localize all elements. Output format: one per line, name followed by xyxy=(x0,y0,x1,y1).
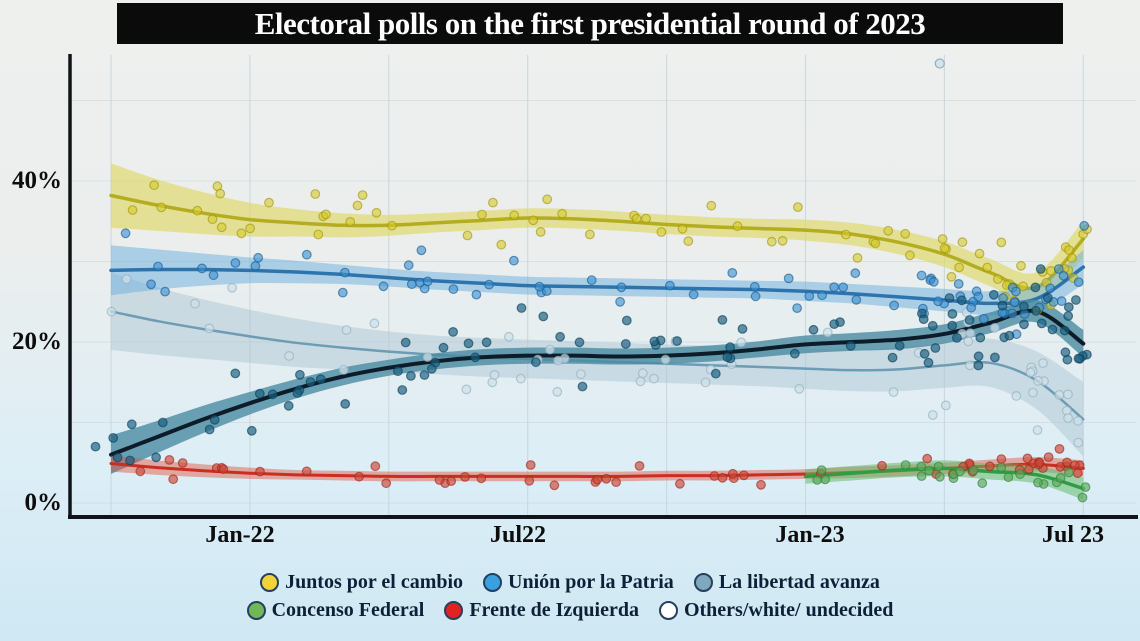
frente-color-swatch-icon xyxy=(444,600,464,620)
series-concenso xyxy=(803,460,1086,500)
scatter-others xyxy=(106,274,1084,448)
legend-item-frente: Frente de Izquierda xyxy=(444,599,639,622)
title-bar: Electoral polls on the first presidentia… xyxy=(117,3,1063,44)
x-axis-label-jul22: Jul22 xyxy=(489,522,547,548)
trend-line-union xyxy=(109,265,1086,306)
x-axis-label-jan22: Jan-22 xyxy=(205,522,275,548)
axes xyxy=(68,54,1138,519)
concenso-color-swatch-icon xyxy=(246,600,266,620)
scatter-libertad xyxy=(90,264,1092,466)
legend-label: Concenso Federal xyxy=(271,598,425,621)
scatter-union xyxy=(120,220,1090,340)
y-axis-label-0: 0% xyxy=(24,489,63,516)
legend-label: Unión por la Patria xyxy=(508,570,674,593)
legend-label: Others/white/ undecided xyxy=(683,598,894,621)
trend-line-concenso xyxy=(803,466,1086,491)
legend-item-libertad: La libertad avanza xyxy=(693,570,880,594)
libertad-color-swatch-icon xyxy=(693,572,713,592)
scatter-concenso xyxy=(812,460,1091,503)
legend-item-juntos: Juntos por el cambio xyxy=(260,571,463,594)
legend-item-concenso: Concenso Federal xyxy=(246,598,425,622)
trend-line-juntos xyxy=(109,193,1086,291)
legend-label: Frente de Izquierda xyxy=(469,598,639,621)
juntos-color-swatch-icon xyxy=(260,572,280,592)
confidence-band-others xyxy=(111,272,1084,457)
legend-row-1: Juntos por el cambio Unión por la Patria… xyxy=(0,569,1140,595)
outlier-point xyxy=(934,58,945,69)
page-title: Electoral polls on the first presidentia… xyxy=(254,5,926,41)
series-union xyxy=(109,245,1086,316)
confidence-band-union xyxy=(111,245,1084,316)
scatter-frente xyxy=(135,444,1085,491)
others-color-swatch-icon xyxy=(658,600,678,620)
legend-label: Juntos por el cambio xyxy=(285,570,464,593)
y-axis-label-20: 20% xyxy=(12,328,62,355)
legend-row-2: Concenso Federal Frente de Izquierda Oth… xyxy=(0,597,1140,623)
union-color-swatch-icon xyxy=(483,572,503,592)
legend-item-others: Others/white/ undecided xyxy=(658,598,894,622)
x-axis-label-jul23: Jul 23 xyxy=(1041,522,1105,548)
legend-label: La libertad avanza xyxy=(718,570,880,593)
y-axis-label-40: 40% xyxy=(12,167,62,194)
x-axis-label-jan23: Jan-23 xyxy=(775,522,845,548)
legend-item-union: Unión por la Patria xyxy=(483,571,674,594)
